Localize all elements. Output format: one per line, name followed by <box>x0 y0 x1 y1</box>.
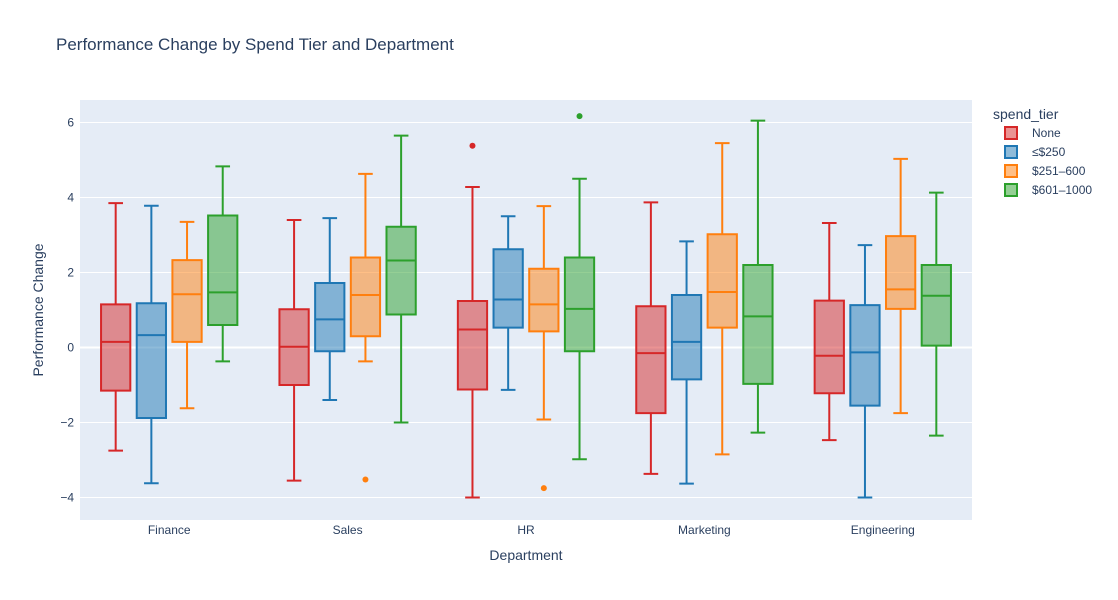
iqr-box <box>635 305 667 415</box>
legend-label: ≤$250 <box>1032 145 1066 159</box>
box-plot[interactable] <box>706 142 738 456</box>
box-plot[interactable] <box>135 204 167 485</box>
legend-title: spend_tier <box>993 106 1059 122</box>
x-tick-label: Engineering <box>851 523 915 537</box>
x-axis-title: Department <box>489 547 562 563</box>
y-tick-label: −4 <box>60 491 74 505</box>
box-plot[interactable] <box>100 202 132 452</box>
iqr-box <box>670 294 703 381</box>
box-plot[interactable] <box>635 201 667 475</box>
iqr-box <box>135 302 167 419</box>
box-plot[interactable] <box>171 220 203 410</box>
legend-item[interactable]: None <box>1004 126 1061 140</box>
y-axis-title: Performance Change <box>30 243 46 376</box>
iqr-box <box>920 264 952 347</box>
legend-label: $601–1000 <box>1032 183 1092 197</box>
box-plot[interactable] <box>456 142 489 499</box>
x-tick-label: HR <box>517 523 535 537</box>
box-plot[interactable] <box>670 240 703 485</box>
y-axis-ticks: −4 −2 0 2 4 6 <box>60 116 74 505</box>
iqr-box <box>492 248 524 329</box>
box-plot[interactable] <box>492 215 524 391</box>
legend-label: $251–600 <box>1032 164 1086 178</box>
series-2[interactable] <box>171 142 917 492</box>
iqr-box <box>207 214 239 326</box>
chart-title: Performance Change by Spend Tier and Dep… <box>56 35 454 54</box>
legend-label: None <box>1032 126 1061 140</box>
box-plot[interactable] <box>349 172 382 483</box>
box-plot[interactable] <box>885 157 917 415</box>
outlier-point <box>469 142 476 149</box>
box-plot[interactable] <box>207 165 239 363</box>
x-axis-ticks: Finance Sales HR Marketing Engineering <box>148 523 915 537</box>
iqr-box <box>385 225 417 316</box>
box-plot[interactable] <box>813 222 845 442</box>
box-plot[interactable] <box>563 113 596 461</box>
iqr-box <box>528 267 560 333</box>
outlier-point <box>540 485 547 492</box>
box-series[interactable] <box>100 113 952 499</box>
legend-swatch <box>1004 145 1018 159</box>
box-plot[interactable] <box>742 119 774 434</box>
legend-item[interactable]: $601–1000 <box>1004 183 1092 197</box>
series-3[interactable] <box>207 113 952 461</box>
y-tick-label: −2 <box>60 416 74 430</box>
iqr-box <box>706 233 738 329</box>
series-0[interactable] <box>100 142 845 499</box>
box-plot[interactable] <box>849 244 881 499</box>
y-tick-label: 0 <box>67 341 74 355</box>
iqr-box <box>314 282 346 353</box>
series-1[interactable] <box>135 204 881 499</box>
y-tick-label: 4 <box>67 191 74 205</box>
box-plot[interactable] <box>278 219 310 482</box>
iqr-box <box>885 235 917 310</box>
legend-item[interactable]: $251–600 <box>1004 164 1086 178</box>
iqr-box <box>742 264 774 385</box>
x-tick-label: Marketing <box>678 523 731 537</box>
iqr-box <box>849 304 881 407</box>
iqr-box <box>813 299 845 395</box>
y-tick-label: 6 <box>67 116 74 130</box>
box-plot[interactable] <box>314 217 346 401</box>
box-plot[interactable] <box>528 205 560 492</box>
iqr-box <box>100 303 132 392</box>
iqr-box <box>349 256 382 338</box>
box-plot[interactable] <box>385 134 417 424</box>
iqr-box <box>563 256 596 353</box>
x-tick-label: Finance <box>148 523 191 537</box>
box-plot[interactable] <box>920 191 952 437</box>
x-tick-label: Sales <box>333 523 363 537</box>
legend-swatch <box>1004 164 1018 178</box>
legend-item[interactable]: ≤$250 <box>1004 145 1066 159</box>
legend-swatch <box>1004 126 1018 140</box>
legend: spend_tier None ≤$250 $251–600 $601–1000 <box>993 106 1092 197</box>
y-tick-label: 2 <box>67 266 74 280</box>
iqr-box <box>171 259 203 343</box>
legend-swatch <box>1004 183 1018 197</box>
outlier-point <box>576 113 583 120</box>
outlier-point <box>362 476 369 483</box>
iqr-box <box>456 300 489 391</box>
